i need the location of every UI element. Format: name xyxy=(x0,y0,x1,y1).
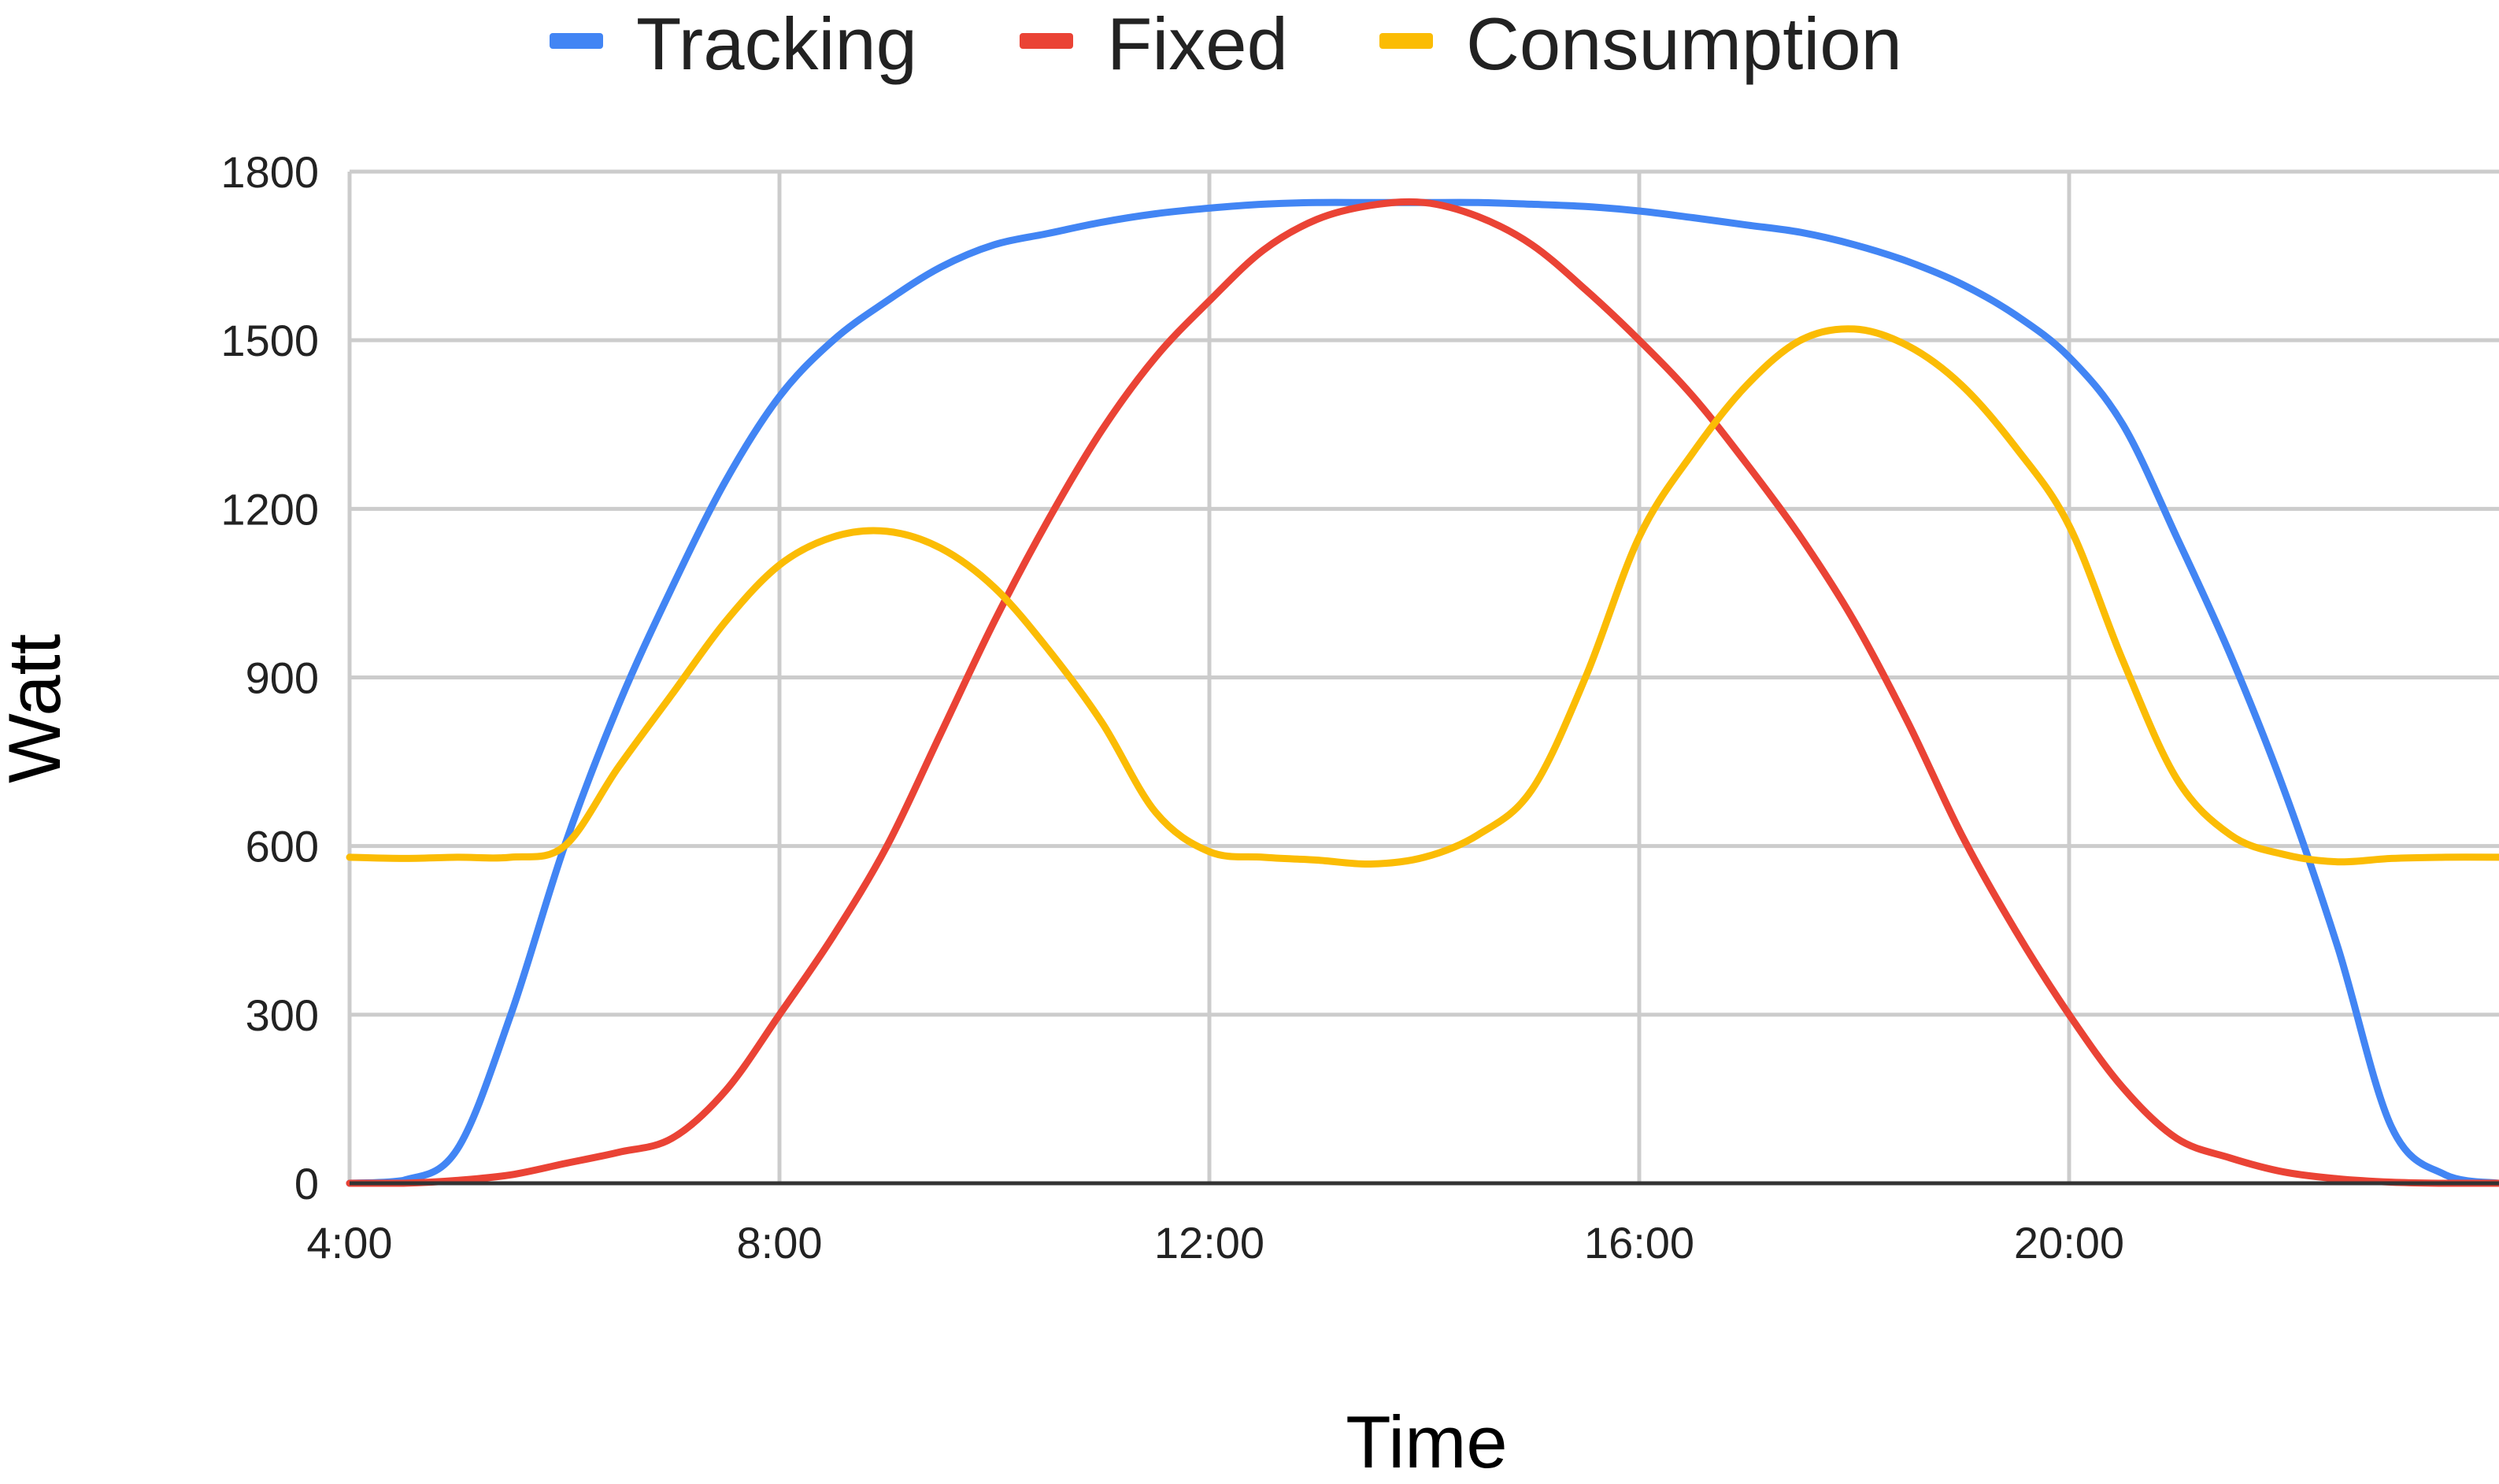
y-tick-label: 1800 xyxy=(220,147,319,197)
legend-label-tracking: Tracking xyxy=(636,2,917,85)
y-tick-label: 0 xyxy=(294,1159,319,1208)
y-tick-label: 1200 xyxy=(220,484,319,534)
legend-swatch-consumption xyxy=(1379,33,1433,49)
x-axis-ticks: 4:00 8:00 12:00 16:00 20:00 xyxy=(307,1218,2125,1268)
y-axis-title: Watt xyxy=(0,634,76,783)
y-axis-ticks: 0 300 600 900 1200 1500 1800 xyxy=(220,147,319,1208)
y-tick-label: 900 xyxy=(246,653,319,703)
legend-swatch-fixed xyxy=(1020,33,1073,49)
legend-item-fixed: Fixed xyxy=(1020,2,1288,85)
legend: Tracking Fixed Consumption xyxy=(550,2,1902,85)
x-axis-title: Time xyxy=(1346,1401,1507,1483)
legend-swatch-tracking xyxy=(550,33,603,49)
legend-item-consumption: Consumption xyxy=(1379,2,1902,85)
legend-label-fixed: Fixed xyxy=(1107,2,1288,85)
legend-label-consumption: Consumption xyxy=(1466,2,1902,85)
series-line-consumption xyxy=(346,325,2499,868)
y-tick-label: 1500 xyxy=(220,316,319,365)
series-line-fixed xyxy=(346,198,2499,1187)
gridlines xyxy=(347,169,2499,1183)
x-tick-label: 12:00 xyxy=(1154,1218,1264,1268)
x-tick-label: 16:00 xyxy=(1584,1218,1694,1268)
x-tick-label: 4:00 xyxy=(307,1218,393,1268)
y-tick-label: 600 xyxy=(246,822,319,872)
legend-item-tracking: Tracking xyxy=(550,2,917,85)
x-tick-label: 20:00 xyxy=(2014,1218,2124,1268)
x-tick-label: 8:00 xyxy=(737,1218,823,1268)
y-tick-label: 300 xyxy=(246,990,319,1040)
series-lines xyxy=(346,198,2499,1187)
